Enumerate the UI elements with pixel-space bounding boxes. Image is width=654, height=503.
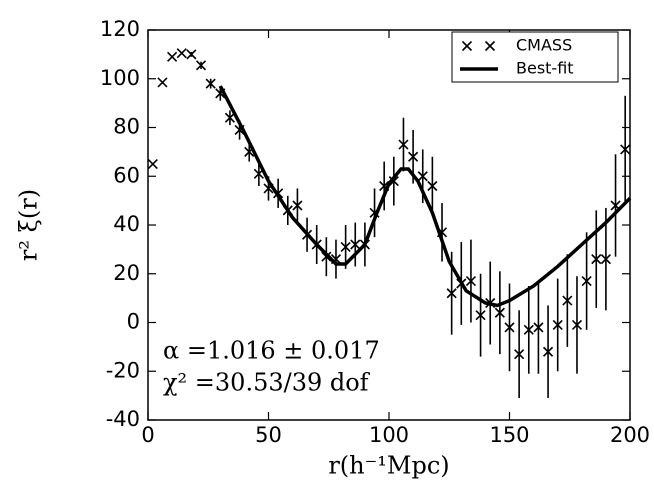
data-point xyxy=(408,151,419,162)
data-point xyxy=(620,144,631,155)
data-point xyxy=(224,112,236,123)
annotation: α =1.016 ± 0.017 xyxy=(163,337,380,365)
data-point xyxy=(514,349,525,360)
data-point xyxy=(340,241,351,253)
data-point xyxy=(523,324,534,335)
y-tick-label: 60 xyxy=(113,163,140,187)
data-point xyxy=(581,275,592,287)
data-point xyxy=(176,48,187,59)
data-point xyxy=(533,322,544,333)
data-point xyxy=(292,200,303,211)
data-point xyxy=(562,295,573,306)
fit-line xyxy=(218,85,632,308)
y-tick-label: 120 xyxy=(100,17,140,41)
x-tick-label: 0 xyxy=(141,423,154,447)
legend-marker xyxy=(461,40,473,52)
legend-box xyxy=(451,31,619,83)
y-tick-label: -20 xyxy=(106,358,140,382)
x-tick-label: 100 xyxy=(369,423,409,447)
data-point xyxy=(417,171,428,182)
data-point xyxy=(195,60,207,71)
data-point xyxy=(147,158,158,170)
legend-marker xyxy=(484,40,496,52)
data-point xyxy=(427,180,438,192)
data-point xyxy=(600,254,611,265)
data-point xyxy=(157,77,168,88)
x-axis-label: r(h⁻¹Mpc) xyxy=(328,452,449,480)
data-point xyxy=(186,49,197,60)
y-axis-label: r² ξ(r) xyxy=(15,189,43,261)
data-point xyxy=(205,78,216,89)
data-point xyxy=(465,275,477,287)
y-tick-label: 20 xyxy=(113,261,140,285)
data-point xyxy=(388,176,399,187)
y-tick-label: 80 xyxy=(113,115,140,139)
x-tick-label: 150 xyxy=(489,423,529,447)
y-tick-label: 40 xyxy=(113,212,140,236)
y-tick-label: -40 xyxy=(106,407,140,431)
legend-label: Best-fit xyxy=(516,59,574,78)
data-point xyxy=(542,346,554,357)
legend-label: CMASS xyxy=(516,36,572,55)
annotation: χ² =30.53/39 dof xyxy=(163,369,371,397)
y-tick-label: 0 xyxy=(127,310,140,334)
x-tick-label: 50 xyxy=(255,423,282,447)
data-point xyxy=(350,239,361,250)
data-point xyxy=(475,310,486,321)
data-point xyxy=(446,288,457,299)
x-tick-label: 200 xyxy=(610,423,650,447)
data-point xyxy=(494,307,505,318)
data-point xyxy=(571,319,583,331)
data-point xyxy=(398,139,409,150)
data-point xyxy=(167,51,178,62)
y-tick-label: 100 xyxy=(100,66,140,90)
data-point xyxy=(552,319,563,331)
data-point xyxy=(591,254,602,265)
data-point xyxy=(504,322,515,333)
